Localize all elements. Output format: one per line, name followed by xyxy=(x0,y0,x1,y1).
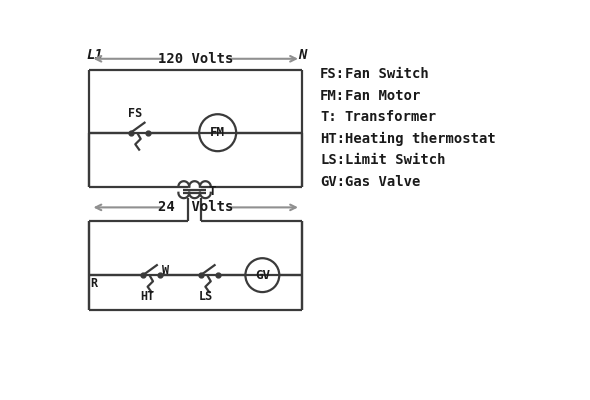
Text: GV:: GV: xyxy=(320,175,345,189)
Text: GV: GV xyxy=(255,269,270,282)
Text: LS: LS xyxy=(199,290,214,303)
Text: FS: FS xyxy=(127,107,142,120)
Text: FS:: FS: xyxy=(320,67,345,81)
Text: LS:: LS: xyxy=(320,154,345,168)
Text: T: T xyxy=(208,185,216,198)
Text: Limit Switch: Limit Switch xyxy=(345,154,445,168)
Text: FM:: FM: xyxy=(320,89,345,103)
Text: Fan Motor: Fan Motor xyxy=(345,89,420,103)
Text: T:: T: xyxy=(320,110,337,124)
Text: FM: FM xyxy=(210,126,225,139)
Text: Transformer: Transformer xyxy=(345,110,437,124)
Text: 120 Volts: 120 Volts xyxy=(158,52,234,66)
Text: Gas Valve: Gas Valve xyxy=(345,175,420,189)
Text: 24  Volts: 24 Volts xyxy=(158,200,234,214)
Text: R: R xyxy=(91,278,98,290)
Text: HT:: HT: xyxy=(320,132,345,146)
Text: W: W xyxy=(162,264,169,277)
Text: N: N xyxy=(298,48,306,62)
Text: HT: HT xyxy=(140,290,154,303)
Text: L1: L1 xyxy=(87,48,103,62)
Text: Fan Switch: Fan Switch xyxy=(345,67,428,81)
Text: Heating thermostat: Heating thermostat xyxy=(345,132,496,146)
